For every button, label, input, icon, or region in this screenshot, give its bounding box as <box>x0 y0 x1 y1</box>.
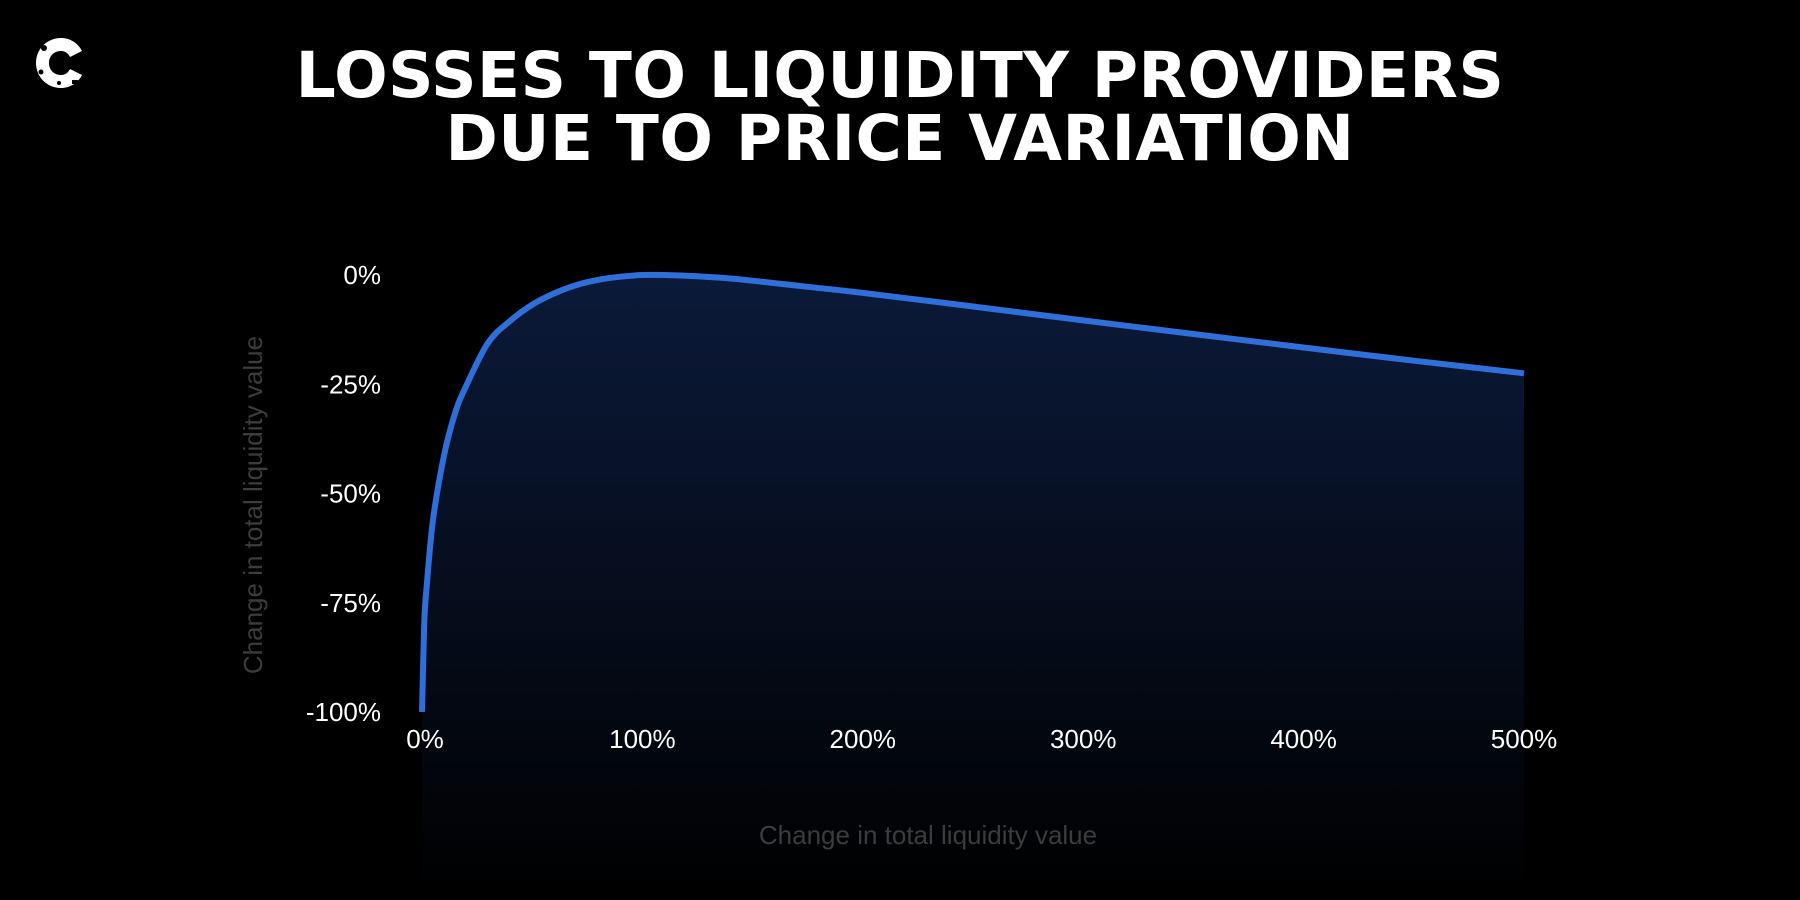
x-tick-label: 300% <box>1050 724 1117 754</box>
y-tick-label: -100% <box>306 697 381 727</box>
x-tick-label: 500% <box>1491 724 1558 754</box>
x-tick-label: 400% <box>1270 724 1337 754</box>
x-tick-label: 0% <box>406 724 444 754</box>
y-axis-label: Change in total liquidity value <box>238 336 268 674</box>
c-brand-logo-icon <box>36 38 82 88</box>
area-fill <box>422 274 1524 900</box>
chart-title-line-1: LOSSES TO LIQUIDITY PROVIDERS <box>295 39 1505 112</box>
series-line <box>419 271 1525 713</box>
x-tick-label: 100% <box>609 724 676 754</box>
y-tick-label: 0% <box>343 260 381 290</box>
x-tick-label: 200% <box>830 724 897 754</box>
y-tick-label: -25% <box>320 369 381 399</box>
y-tick-label: -75% <box>320 588 381 618</box>
y-tick-label: -50% <box>320 479 381 509</box>
x-axis-label: Change in total liquidity value <box>759 820 1097 850</box>
chart-title: LOSSES TO LIQUIDITY PROVIDERS DUE TO PRI… <box>0 44 1800 170</box>
chart-title-line-2: DUE TO PRICE VARIATION <box>445 102 1355 175</box>
